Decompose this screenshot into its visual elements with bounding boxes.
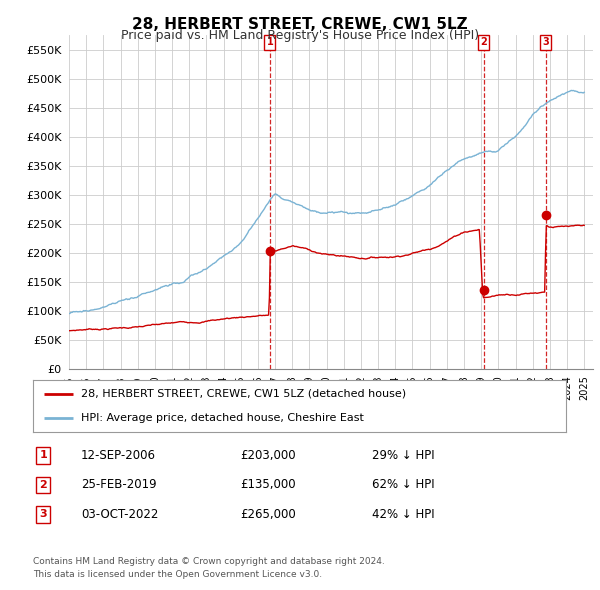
- Text: 1: 1: [40, 451, 47, 460]
- Text: 2: 2: [40, 480, 47, 490]
- Text: 1: 1: [266, 37, 274, 47]
- Text: 62% ↓ HPI: 62% ↓ HPI: [372, 478, 434, 491]
- Text: 12-SEP-2006: 12-SEP-2006: [81, 449, 156, 462]
- Text: 28, HERBERT STREET, CREWE, CW1 5LZ: 28, HERBERT STREET, CREWE, CW1 5LZ: [132, 17, 468, 31]
- Text: Price paid vs. HM Land Registry's House Price Index (HPI): Price paid vs. HM Land Registry's House …: [121, 29, 479, 42]
- Text: £135,000: £135,000: [240, 478, 296, 491]
- Text: 28, HERBERT STREET, CREWE, CW1 5LZ (detached house): 28, HERBERT STREET, CREWE, CW1 5LZ (deta…: [81, 389, 406, 399]
- Text: This data is licensed under the Open Government Licence v3.0.: This data is licensed under the Open Gov…: [33, 571, 322, 579]
- Text: £265,000: £265,000: [240, 508, 296, 521]
- Text: HPI: Average price, detached house, Cheshire East: HPI: Average price, detached house, Ches…: [81, 413, 364, 423]
- Text: 42% ↓ HPI: 42% ↓ HPI: [372, 508, 434, 521]
- Text: 29% ↓ HPI: 29% ↓ HPI: [372, 449, 434, 462]
- Text: 03-OCT-2022: 03-OCT-2022: [81, 508, 158, 521]
- Text: 3: 3: [542, 37, 549, 47]
- Text: 3: 3: [40, 510, 47, 519]
- Text: £203,000: £203,000: [240, 449, 296, 462]
- Text: Contains HM Land Registry data © Crown copyright and database right 2024.: Contains HM Land Registry data © Crown c…: [33, 558, 385, 566]
- Text: 2: 2: [481, 37, 487, 47]
- Text: 25-FEB-2019: 25-FEB-2019: [81, 478, 157, 491]
